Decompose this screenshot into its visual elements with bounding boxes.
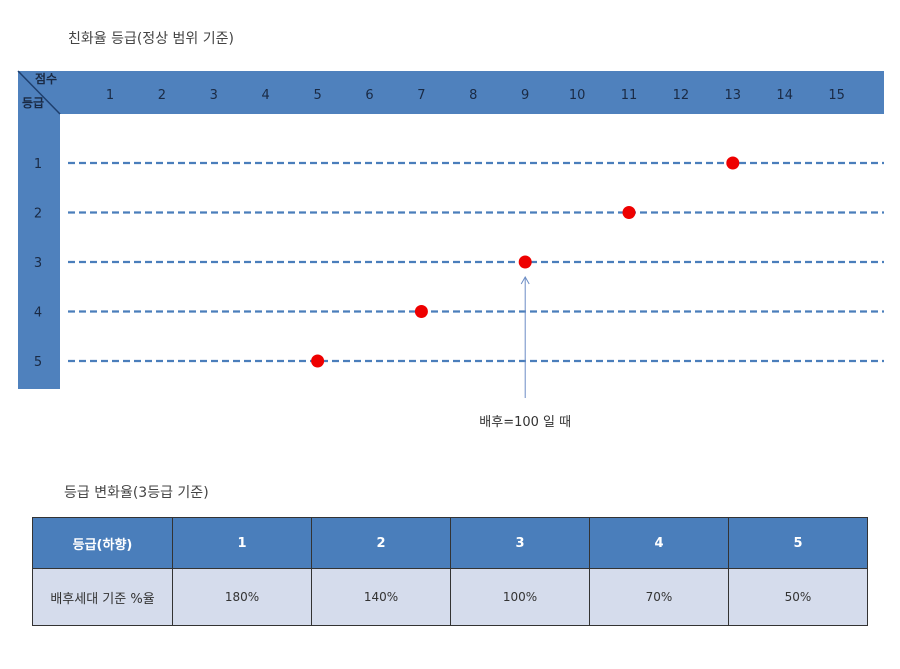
y-tick-label: 3 xyxy=(34,256,42,271)
x-tick-label: 12 xyxy=(673,88,690,103)
x-tick-label: 8 xyxy=(469,88,477,103)
x-tick-label: 5 xyxy=(313,88,321,103)
table-header-grade: 2 xyxy=(311,517,451,569)
table-row: 배후세대 기준 %율 180% 140% 100% 70% 50% xyxy=(32,568,868,626)
x-tick-label: 6 xyxy=(365,88,373,103)
table-cell: 50% xyxy=(728,568,868,626)
header-band xyxy=(18,71,884,114)
y-tick-label: 2 xyxy=(34,207,42,222)
data-point xyxy=(622,206,636,219)
corner-label-grade: 등급 xyxy=(22,96,44,110)
data-point xyxy=(414,305,428,318)
corner-diagonal xyxy=(17,70,61,115)
table-header-grade: 3 xyxy=(450,517,590,569)
table-header-grade: 4 xyxy=(589,517,729,569)
table-header-grade: 5 xyxy=(728,517,868,569)
table-header-grade: 1 xyxy=(172,517,312,569)
table-title: 등급 변화율(3등급 기준) xyxy=(64,485,209,501)
table-row-label: 배후세대 기준 %율 xyxy=(32,568,173,626)
grade-change-table: 등급(하향) 1 2 3 4 5 배후세대 기준 %율 180% 140% 10… xyxy=(32,517,868,626)
table-cell: 140% xyxy=(311,568,451,626)
x-tick-label: 9 xyxy=(521,88,529,103)
table-cell: 180% xyxy=(172,568,312,626)
x-tick-label: 15 xyxy=(828,88,845,103)
chart-title: 친화율 등급(정상 범위 기준) xyxy=(68,31,234,47)
corner-label-score: 점수 xyxy=(35,71,57,86)
x-tick-label: 13 xyxy=(725,88,742,103)
x-tick-label: 3 xyxy=(210,88,218,103)
table-header-row: 등급(하향) 1 2 3 4 5 xyxy=(32,517,868,569)
x-tick-label: 4 xyxy=(262,88,270,103)
annotation-label: 배후=100 일 때 xyxy=(479,415,571,430)
x-tick-label: 14 xyxy=(776,88,793,103)
x-tick-label: 7 xyxy=(417,88,425,103)
grade-column xyxy=(18,114,60,389)
annotation-arrow-head xyxy=(520,275,530,285)
y-tick-label: 5 xyxy=(34,355,42,370)
x-tick-label: 10 xyxy=(569,88,586,103)
data-point xyxy=(311,354,325,368)
y-tick-label: 4 xyxy=(34,306,42,321)
y-tick-label: 1 xyxy=(34,157,42,172)
table-cell: 100% xyxy=(450,568,590,626)
table-header-label: 등급(하향) xyxy=(32,517,173,569)
table-cell: 70% xyxy=(589,568,729,626)
data-point xyxy=(726,156,740,170)
data-point xyxy=(518,255,532,269)
x-tick-label: 11 xyxy=(621,88,638,103)
x-tick-label: 1 xyxy=(106,88,114,103)
x-tick-label: 2 xyxy=(158,88,166,103)
